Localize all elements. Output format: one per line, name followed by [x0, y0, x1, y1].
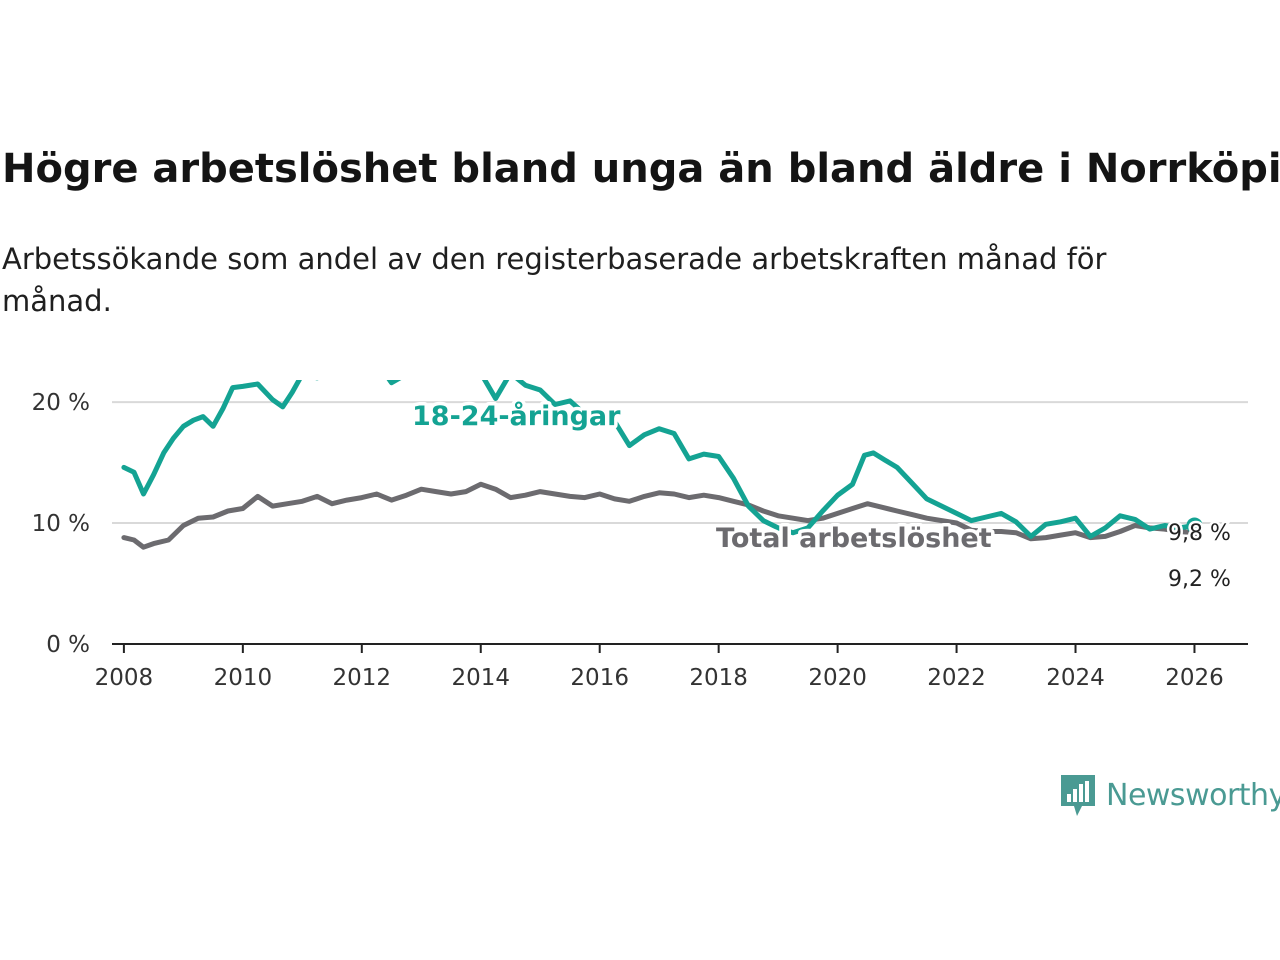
- y-tick-label: 10 %: [32, 511, 90, 537]
- x-tick-label: 2012: [333, 665, 392, 691]
- x-tick-label: 2020: [808, 665, 867, 691]
- end-value-label-youth: 9,8 %: [1168, 521, 1231, 546]
- line-chart: 0 % 10 % 20 % 2008 2010 2012 2014 2016 2018 2020 2…: [32, 380, 1248, 691]
- chart-title: Högre arbetslöshet bland unga än bland ä…: [2, 146, 1280, 192]
- x-tick-label: 2010: [214, 665, 273, 691]
- x-tick-label: 2018: [689, 665, 748, 691]
- x-tick-label: 2008: [95, 665, 154, 691]
- series-line-youth: [121, 380, 1197, 539]
- series-labels: 18-24-åringar Total arbetslöshet 9,8 % 9,2 …: [409, 397, 1234, 595]
- x-tick-label: 2026: [1165, 665, 1224, 691]
- brand-name: Newsworthy: [1106, 777, 1280, 813]
- newsworthy-logo-icon: [1061, 775, 1095, 816]
- y-tick-label: 0 %: [46, 632, 90, 658]
- y-tick-label: 20 %: [32, 390, 90, 416]
- series-label-youth: 18-24-åringar: [412, 400, 621, 432]
- end-value-label-total: 9,2 %: [1168, 567, 1231, 592]
- x-tick-label: 2022: [927, 665, 986, 691]
- axes: 0 % 10 % 20 % 2008 2010 2012 2014 2016 2018 2020 2…: [32, 390, 1248, 691]
- end-point-youth: [1186, 517, 1203, 534]
- series-line-total: [121, 481, 1197, 550]
- newsworthy-brand: Newsworthy: [1058, 772, 1280, 818]
- x-tick-label: 2014: [451, 665, 510, 691]
- x-tick-label: 2024: [1046, 665, 1105, 691]
- chart-subtitle: Arbetssökande som andel av den registerb…: [2, 242, 1107, 318]
- series-label-total: Total arbetslöshet: [716, 523, 992, 554]
- x-tick-label: 2016: [570, 665, 629, 691]
- series-lines: [121, 380, 1203, 550]
